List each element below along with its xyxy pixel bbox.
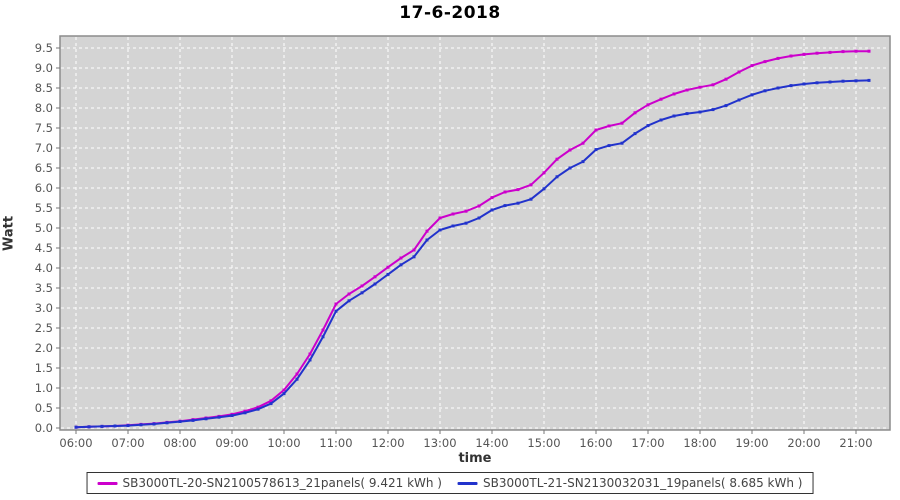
svg-text:0.0: 0.0 <box>35 421 53 435</box>
svg-text:1.5: 1.5 <box>35 361 53 375</box>
svg-text:1.0: 1.0 <box>35 381 53 395</box>
svg-text:21:00: 21:00 <box>839 436 872 450</box>
svg-text:12:00: 12:00 <box>371 436 404 450</box>
svg-text:3.0: 3.0 <box>35 301 53 315</box>
legend-label-series-1: SB3000TL-20-SN2100578613_21panels( 9.421… <box>122 476 442 490</box>
svg-text:7.5: 7.5 <box>35 121 53 135</box>
svg-text:20:00: 20:00 <box>787 436 820 450</box>
svg-text:13:00: 13:00 <box>423 436 456 450</box>
svg-text:19:00: 19:00 <box>735 436 768 450</box>
svg-text:17:00: 17:00 <box>631 436 664 450</box>
plot-area: 0.0 0.5 1.0 1.5 2.0 2.5 3.0 3.5 4.0 4.5 5.0 5.5 6.0 6… <box>35 35 891 450</box>
svg-text:7.0: 7.0 <box>35 141 53 155</box>
axis-ticks <box>56 47 857 434</box>
svg-text:9.0: 9.0 <box>35 61 53 75</box>
svg-text:6.0: 6.0 <box>35 181 53 195</box>
svg-text:4.5: 4.5 <box>35 241 53 255</box>
gridlines <box>61 37 889 429</box>
svg-text:08:00: 08:00 <box>163 436 196 450</box>
svg-text:09:00: 09:00 <box>215 436 248 450</box>
series-line-2 <box>74 78 871 429</box>
legend-item: SB3000TL-21-SN2130032031_19panels( 8.685… <box>458 476 802 490</box>
legend-label-series-2: SB3000TL-21-SN2130032031_19panels( 8.685… <box>483 476 803 490</box>
svg-text:6.5: 6.5 <box>35 161 53 175</box>
svg-text:5.0: 5.0 <box>35 221 53 235</box>
x-axis-label: time <box>458 451 492 466</box>
svg-text:8.5: 8.5 <box>35 81 53 95</box>
svg-text:9.5: 9.5 <box>35 41 53 55</box>
axis-tick-labels: 0.0 0.5 1.0 1.5 2.0 2.5 3.0 3.5 4.0 4.5 5.0 5.5 6.0 6… <box>35 41 873 450</box>
svg-text:3.5: 3.5 <box>35 281 53 295</box>
svg-text:2.0: 2.0 <box>35 341 53 355</box>
chart-title: 17-6-2018 <box>399 3 501 23</box>
svg-text:4.0: 4.0 <box>35 261 53 275</box>
svg-text:07:00: 07:00 <box>111 436 144 450</box>
svg-text:5.5: 5.5 <box>35 201 53 215</box>
plot-background <box>59 35 891 431</box>
svg-text:2.5: 2.5 <box>35 321 53 335</box>
svg-text:16:00: 16:00 <box>579 436 612 450</box>
legend: SB3000TL-20-SN2100578613_21panels( 9.421… <box>86 472 814 494</box>
svg-text:10:00: 10:00 <box>267 436 300 450</box>
svg-text:8.0: 8.0 <box>35 101 53 115</box>
legend-item: SB3000TL-20-SN2100578613_21panels( 9.421… <box>97 476 442 490</box>
svg-text:11:00: 11:00 <box>319 436 352 450</box>
svg-text:0.5: 0.5 <box>35 401 53 415</box>
svg-text:18:00: 18:00 <box>683 436 716 450</box>
svg-text:14:00: 14:00 <box>475 436 508 450</box>
series-1-color-swatch <box>97 481 118 485</box>
svg-text:06:00: 06:00 <box>59 436 92 450</box>
series-2-color-swatch <box>458 481 478 485</box>
svg-text:15:00: 15:00 <box>527 436 560 450</box>
